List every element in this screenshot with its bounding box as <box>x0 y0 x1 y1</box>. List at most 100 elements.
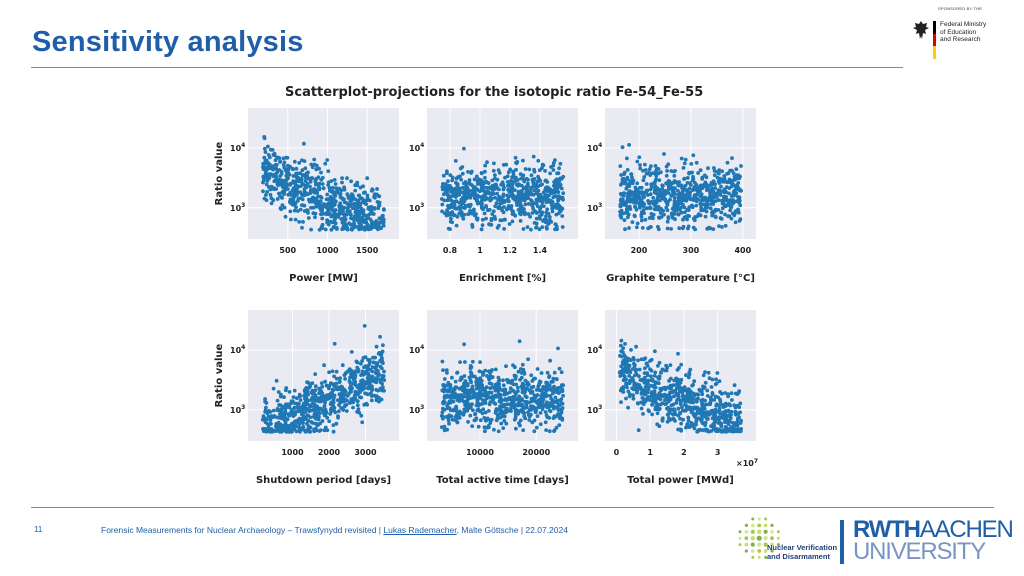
data-point <box>276 183 281 188</box>
data-point <box>632 192 636 196</box>
data-point <box>472 391 477 395</box>
data-point <box>544 383 549 388</box>
data-point <box>288 190 293 195</box>
data-point <box>457 205 462 209</box>
data-point <box>699 198 703 203</box>
data-point <box>380 381 384 386</box>
data-point <box>737 405 742 410</box>
data-point <box>648 187 653 192</box>
data-point <box>313 179 318 184</box>
data-point <box>320 226 325 231</box>
data-point <box>627 204 632 209</box>
footer-author-link[interactable]: Lukas Rademacher <box>383 525 457 535</box>
sponsor-logo: SPONSORED BY THE Federal Ministry of Edu… <box>905 0 1020 66</box>
data-point <box>642 357 646 362</box>
data-point <box>442 377 447 381</box>
data-point <box>554 425 559 430</box>
data-point <box>537 379 542 384</box>
data-point <box>557 211 561 216</box>
data-point <box>509 381 513 385</box>
data-point <box>517 339 522 344</box>
data-point <box>268 193 273 197</box>
data-point <box>377 399 381 404</box>
data-point <box>352 379 357 384</box>
data-point <box>652 374 657 378</box>
data-point <box>500 218 504 223</box>
nvd-logo-dot <box>744 523 749 528</box>
data-point <box>635 181 640 186</box>
data-point <box>479 171 484 175</box>
data-point <box>685 207 690 212</box>
data-point <box>555 171 559 176</box>
data-point <box>664 368 669 373</box>
data-point <box>507 222 512 226</box>
nvd-logo-dot <box>763 542 768 547</box>
data-point <box>493 173 497 178</box>
data-point <box>330 196 335 201</box>
data-point <box>265 190 269 194</box>
data-point <box>543 187 548 192</box>
data-point <box>557 403 562 408</box>
data-point <box>625 215 630 220</box>
data-point <box>330 199 335 204</box>
data-point <box>532 429 537 434</box>
data-point <box>319 381 324 385</box>
data-point <box>546 221 551 226</box>
nvd-logo-dot <box>776 543 780 547</box>
data-point <box>276 420 281 425</box>
data-point <box>294 166 299 171</box>
data-point <box>650 412 654 417</box>
data-point <box>306 418 310 423</box>
data-point <box>493 367 498 372</box>
data-point <box>379 359 383 364</box>
data-point <box>704 182 709 187</box>
data-point <box>318 428 323 432</box>
nvd-logo-dot <box>751 517 755 521</box>
data-point <box>450 417 455 422</box>
data-point <box>333 194 338 198</box>
data-point <box>516 208 521 212</box>
data-point <box>679 183 684 188</box>
data-point <box>623 227 627 232</box>
data-point <box>529 227 533 232</box>
data-point <box>506 187 510 192</box>
data-point <box>732 403 737 408</box>
data-point <box>712 413 717 417</box>
data-point <box>560 401 565 406</box>
data-point <box>723 415 728 419</box>
data-point <box>380 388 385 393</box>
data-point <box>727 200 732 204</box>
data-point <box>530 390 534 395</box>
data-point <box>442 396 447 400</box>
data-point <box>622 368 627 373</box>
data-point <box>317 390 322 395</box>
data-point <box>651 212 656 217</box>
data-point <box>730 156 734 161</box>
data-point <box>669 211 674 216</box>
data-point <box>504 421 509 426</box>
data-point <box>734 186 738 190</box>
data-point <box>556 190 561 195</box>
data-point <box>491 209 496 214</box>
data-point <box>643 217 648 222</box>
data-point <box>302 189 307 194</box>
data-point <box>340 389 345 394</box>
chart-title: Scatterplot-projections for the isotopic… <box>285 85 704 100</box>
data-point <box>262 155 267 160</box>
data-point <box>619 343 623 348</box>
data-point <box>273 178 278 183</box>
data-point <box>514 426 518 431</box>
data-point <box>622 377 627 382</box>
rwth-logo-university: UNIVERSITY <box>853 538 986 565</box>
data-point <box>365 176 370 181</box>
data-point <box>692 426 697 431</box>
data-point <box>521 428 526 433</box>
data-point <box>643 366 647 371</box>
x-tick-label: 0 <box>614 448 620 457</box>
data-point <box>678 427 682 432</box>
data-point <box>692 379 697 384</box>
data-point <box>261 161 266 166</box>
data-point <box>315 191 319 195</box>
data-point <box>261 414 266 419</box>
eagle-icon <box>913 21 929 39</box>
